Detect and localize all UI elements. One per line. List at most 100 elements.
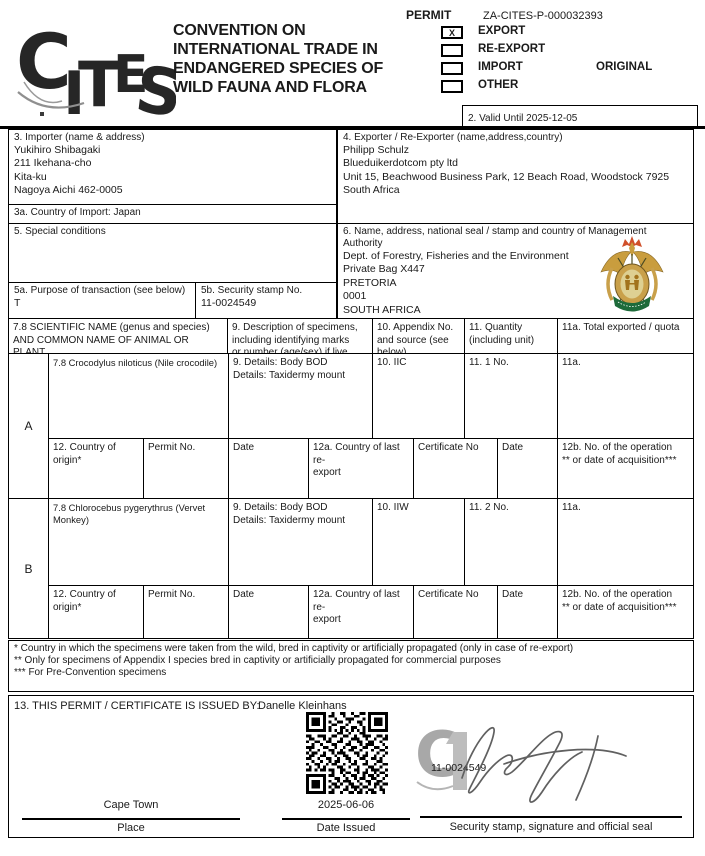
table-header-appendix: 10. Appendix No. and source (see below) <box>372 318 465 354</box>
row-a-appendix: 10. IIC <box>372 353 465 439</box>
emblem-wing-right <box>632 251 664 277</box>
section-13-box <box>8 695 694 838</box>
checkbox-export-mark: X <box>448 28 455 38</box>
signature <box>461 726 627 803</box>
logo-letter-s: S <box>131 53 176 120</box>
header-title: CONVENTION ON INTERNATIONAL TRADE IN END… <box>173 21 413 97</box>
purpose-label: 5a. Purpose of transaction (see below) <box>14 285 186 296</box>
row-b-letter: B <box>24 561 33 576</box>
row-a-sub-permit-no: Permit No. <box>143 438 229 499</box>
section-5b-box: 5b. Security stamp No. 11-0024549 <box>195 282 337 319</box>
logo-swoosh <box>17 91 85 109</box>
section-6-box: 6. Name, address, national seal / stamp … <box>337 223 694 319</box>
row-a-total: 11a. <box>557 353 694 439</box>
purpose-value: T <box>14 297 21 309</box>
header-divider <box>0 126 705 129</box>
row-a-sub-last-reexport: 12a. Country of last re- export <box>308 438 414 499</box>
emblem-sun <box>622 236 642 247</box>
row-a-letter: A <box>24 419 33 433</box>
logo-letter-t: T <box>78 48 120 120</box>
section-5-box: 5. Special conditions <box>8 223 337 283</box>
logo-letter-e: E <box>113 45 149 105</box>
exporter-address: Philipp Schulz Blueduikerdotcom pty ltd … <box>343 144 670 197</box>
logo-swoosh-2 <box>23 81 63 104</box>
row-a-description: 9. Details: Body BOD Details: Taxidermy … <box>228 353 373 439</box>
row-a-sub-date2: Date <box>497 438 558 499</box>
special-conditions-label: 5. Special conditions <box>14 226 106 237</box>
row-b-sub-operation: 12b. No. of the operation ** or date of … <box>557 585 694 639</box>
authority-label: 6. Name, address, national seal / stamp … <box>343 226 647 249</box>
watermark-swoosh <box>416 781 454 791</box>
permit-label: PERMIT <box>406 8 452 22</box>
cites-logo: C I T E S <box>16 17 176 120</box>
logo-registered-mark <box>40 112 44 116</box>
row-b-sub-certificate-no: Certificate No <box>413 585 498 639</box>
emblem-tusk-left <box>606 267 614 301</box>
footnotes-box: * Country in which the specimens were ta… <box>8 640 694 692</box>
security-stamp-watermark: C <box>415 720 467 791</box>
row-a-label: A <box>8 353 49 499</box>
section-3-box: 3. Importer (name & address) Yukihiro Sh… <box>8 129 337 205</box>
watermark-letter-c: C <box>415 720 461 791</box>
security-stamp-label: 5b. Security stamp No. <box>201 285 303 296</box>
seal-label: Security stamp, signature and official s… <box>449 821 653 833</box>
checkbox-other <box>441 80 463 93</box>
row-b-sub-last-reexport: 12a. Country of last re- export <box>308 585 414 639</box>
checkbox-export: X <box>441 26 463 39</box>
row-b-total: 11a. <box>557 498 694 586</box>
title-line-2: INTERNATIONAL TRADE IN <box>173 41 378 58</box>
valid-until-text: 2. Valid Until 2025-12-05 <box>468 113 578 124</box>
title-line-1: CONVENTION ON <box>173 22 306 39</box>
checkbox-re-export <box>441 44 463 57</box>
stamp-number: 11-0024549 <box>431 762 487 774</box>
row-a-quantity: 11. 1 No. <box>464 353 558 439</box>
seal-line <box>420 816 682 818</box>
section-3a-box: 3a. Country of Import: Japan <box>8 204 337 224</box>
importer-address: Yukihiro Shibagaki 211 Ikehana-cho Kita-… <box>14 144 123 197</box>
date-issued-label: Date Issued <box>316 822 376 834</box>
table-header-quantity: 11. Quantity (including unit) <box>464 318 558 354</box>
issued-by-label: 13. THIS PERMIT / CERTIFICATE IS ISSUED … <box>14 700 260 712</box>
row-b-quantity: 11. 2 No. <box>464 498 558 586</box>
place-label: Place <box>117 822 145 834</box>
emblem-banner-text <box>617 301 647 307</box>
exporter-label: 4. Exporter / Re-Exporter (name,address,… <box>343 132 563 143</box>
table-header-description: 9. Description of specimens, including i… <box>227 318 373 354</box>
authority-address: Dept. of Forestry, Fisheries and the Env… <box>343 250 569 316</box>
row-a-sub-origin: 12. Country of origin* <box>48 438 144 499</box>
row-a-sub-date: Date <box>228 438 309 499</box>
row-b-sub-date2: Date <box>497 585 558 639</box>
checkbox-import <box>441 62 463 75</box>
date-issued-value: 2025-06-06 <box>317 799 375 811</box>
row-a-sub-certificate-no: Certificate No <box>413 438 498 499</box>
type-label-other: OTHER <box>478 79 519 91</box>
row-a-scientific-name: 7.8 Crocodylus niloticus (Nile crocodile… <box>48 353 229 439</box>
permit-number: ZA-CITES-P-000032393 <box>483 10 603 22</box>
qr-code <box>306 712 388 794</box>
row-b-sub-date: Date <box>228 585 309 639</box>
row-a-sub-operation: 12b. No. of the operation ** or date of … <box>557 438 694 499</box>
emblem-banner <box>613 296 651 312</box>
table-header-scientific: 7.8 SCIENTIFIC NAME (genus and species) … <box>8 318 228 354</box>
valid-until-box: 2. Valid Until 2025-12-05 <box>462 105 698 128</box>
emblem-figures <box>625 274 639 290</box>
title-line-3: ENDANGERED SPECIES OF <box>173 60 384 77</box>
title-line-4: WILD FAUNA AND FLORA <box>173 79 367 96</box>
type-label-import: IMPORT <box>478 61 523 73</box>
section-4-box: 4. Exporter / Re-Exporter (name,address,… <box>337 129 694 224</box>
issuer-name: Danelle Kleinhans <box>258 700 347 712</box>
security-stamp-value: 11-0024549 <box>201 297 257 309</box>
emblem-tusk-right <box>650 267 658 301</box>
row-b-sub-origin: 12. Country of origin* <box>48 585 144 639</box>
footnotes-text: * Country in which the specimens were ta… <box>14 643 574 678</box>
row-b-description: 9. Details: Body BOD Details: Taxidermy … <box>228 498 373 586</box>
importer-label: 3. Importer (name & address) <box>14 132 145 143</box>
emblem-wing-left <box>600 251 632 277</box>
emblem-bird-head <box>629 242 635 258</box>
watermark-one-flag <box>446 732 453 744</box>
date-issued-line <box>282 818 410 820</box>
table-header-total: 11a. Total exported / quota <box>557 318 694 354</box>
logo-letter-c: C <box>16 17 72 106</box>
place-value: Cape Town <box>103 799 159 811</box>
